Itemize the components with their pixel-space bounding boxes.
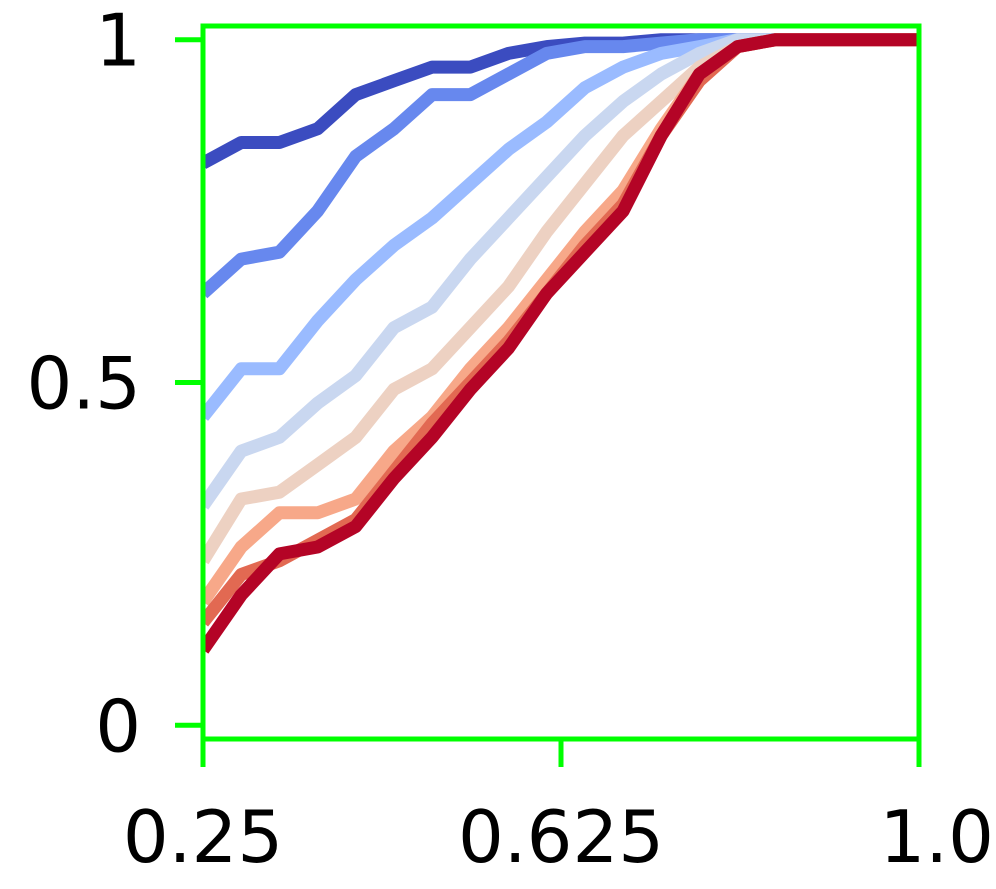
y-tick-label: 0.5	[26, 342, 141, 426]
y-tick-label: 0	[95, 684, 141, 768]
x-axis: 0.25 0.625 1.0	[123, 739, 994, 879]
x-tick-label: 1.0	[879, 795, 994, 879]
series-layer	[203, 33, 919, 654]
x-tick-label: 0.25	[123, 795, 283, 879]
series-line-8	[203, 33, 919, 654]
x-tick-label: 0.625	[458, 795, 664, 879]
y-tick-label: 1	[95, 0, 141, 83]
y-axis: 00.51	[26, 0, 203, 768]
